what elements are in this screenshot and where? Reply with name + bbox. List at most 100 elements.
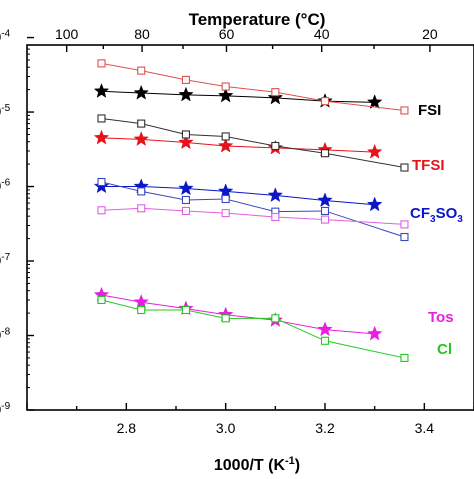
top-axis-title: Temperature (°C): [189, 10, 326, 29]
series-layer: [93, 59, 409, 362]
square-marker: [181, 206, 190, 216]
square-marker: [137, 305, 146, 315]
star-marker: [93, 129, 110, 145]
bottom-axis-ticks: 2.8 3.0 3.2 3.4: [26, 403, 474, 436]
square-marker: [320, 336, 330, 345]
star-marker: [366, 325, 383, 341]
y-tick-exponent: -9: [1, 401, 10, 412]
square-marker: [181, 130, 190, 139]
annotation-cf3so3-a: CF: [410, 205, 430, 222]
star-marker: [217, 87, 234, 103]
x-axis-title: 1000/T (K-1): [214, 455, 300, 474]
star-marker: [93, 83, 110, 98]
series-line: [101, 117, 405, 169]
annotation-tos: Tos: [428, 309, 454, 326]
square-marker: [221, 314, 230, 323]
square-marker: [221, 209, 230, 218]
annotation-tfsi: TFSI: [412, 157, 445, 174]
left-axis-ticks: 0-40-50-60-70-80-9: [0, 29, 34, 417]
square-marker: [137, 119, 146, 128]
star-marker: [317, 192, 333, 208]
series-square-8: [97, 295, 409, 362]
series-square-4: [97, 59, 409, 115]
annotation-cf3so3-sub1: 3: [430, 214, 436, 225]
square-marker: [221, 132, 230, 141]
square-marker: [97, 114, 106, 123]
square-marker: [221, 82, 230, 91]
square-marker: [320, 97, 330, 106]
y-tick-exponent: -7: [1, 252, 10, 263]
series-line: [101, 299, 405, 359]
star-marker: [267, 89, 284, 105]
series-square-7: [97, 204, 409, 229]
y-tick-label: 0-7: [0, 252, 11, 268]
series-line: [101, 62, 405, 111]
star-marker: [366, 196, 383, 212]
series-line: [101, 207, 405, 225]
annotation-cl: Cl: [437, 341, 452, 358]
annotation-cf3so3-sub2: 3: [457, 214, 463, 225]
square-marker: [181, 305, 190, 315]
star-marker: [133, 294, 150, 309]
y-tick-exponent: -6: [1, 178, 10, 189]
top-tick-label: 40: [314, 26, 330, 42]
y-tick-exponent: -4: [1, 29, 10, 40]
square-marker: [181, 195, 190, 205]
top-tick-label: 20: [422, 26, 438, 42]
star-marker: [366, 143, 383, 159]
square-marker: [97, 295, 106, 305]
y-tick-label: 0-8: [0, 327, 11, 343]
star-marker: [317, 321, 333, 337]
star-marker: [217, 183, 234, 199]
y-tick-label: 0-4: [0, 29, 11, 45]
x-axis-title-main: 1000/T (K: [214, 457, 286, 474]
square-marker: [97, 206, 106, 215]
series-line: [101, 181, 405, 238]
square-marker: [400, 232, 409, 242]
star-marker: [366, 94, 383, 109]
star-marker: [133, 131, 150, 146]
y-tick-mantissa: 0: [0, 253, 1, 268]
square-marker: [400, 353, 409, 362]
annotation-cf3so3-b: SO: [436, 205, 458, 222]
x-tick-label: 3.0: [216, 420, 236, 436]
y-tick-label: 0-9: [0, 401, 11, 417]
y-tick-exponent: -8: [1, 327, 10, 338]
series-square-6: [97, 177, 409, 242]
series-tfsi: [93, 129, 383, 159]
x-axis-title-sup: -1: [285, 455, 295, 467]
square-marker: [320, 215, 330, 224]
top-tick-label: 100: [55, 26, 79, 42]
y-tick-exponent: -5: [1, 103, 10, 114]
top-tick-label: 80: [134, 26, 150, 42]
x-tick-label: 3.2: [315, 420, 335, 436]
y-tick-label: 0-6: [0, 178, 11, 194]
series-square-5: [97, 114, 409, 172]
y-tick-mantissa: 0: [0, 402, 1, 417]
star-marker: [178, 134, 194, 150]
y-tick-mantissa: 0: [0, 328, 1, 343]
square-marker: [271, 141, 280, 151]
square-marker: [137, 187, 146, 196]
y-tick-mantissa: 0: [0, 30, 1, 45]
x-tick-label: 2.8: [117, 420, 137, 436]
annotation-cf3so3: CF3SO3: [410, 205, 463, 225]
star-marker: [267, 187, 284, 203]
x-tick-label: 3.4: [415, 420, 435, 436]
square-marker: [137, 66, 146, 75]
square-marker: [271, 314, 280, 323]
star-marker: [178, 86, 194, 102]
square-marker: [271, 88, 280, 97]
square-marker: [320, 206, 330, 216]
top-tick-label: 60: [219, 26, 235, 42]
annotation-fsi: FSI: [418, 102, 441, 119]
square-marker: [181, 75, 190, 84]
square-marker: [320, 149, 330, 158]
square-marker: [221, 194, 230, 204]
plot-frame: [26, 44, 474, 411]
y-tick-label: 0-5: [0, 103, 11, 119]
square-marker: [137, 204, 146, 213]
star-marker: [217, 137, 234, 153]
